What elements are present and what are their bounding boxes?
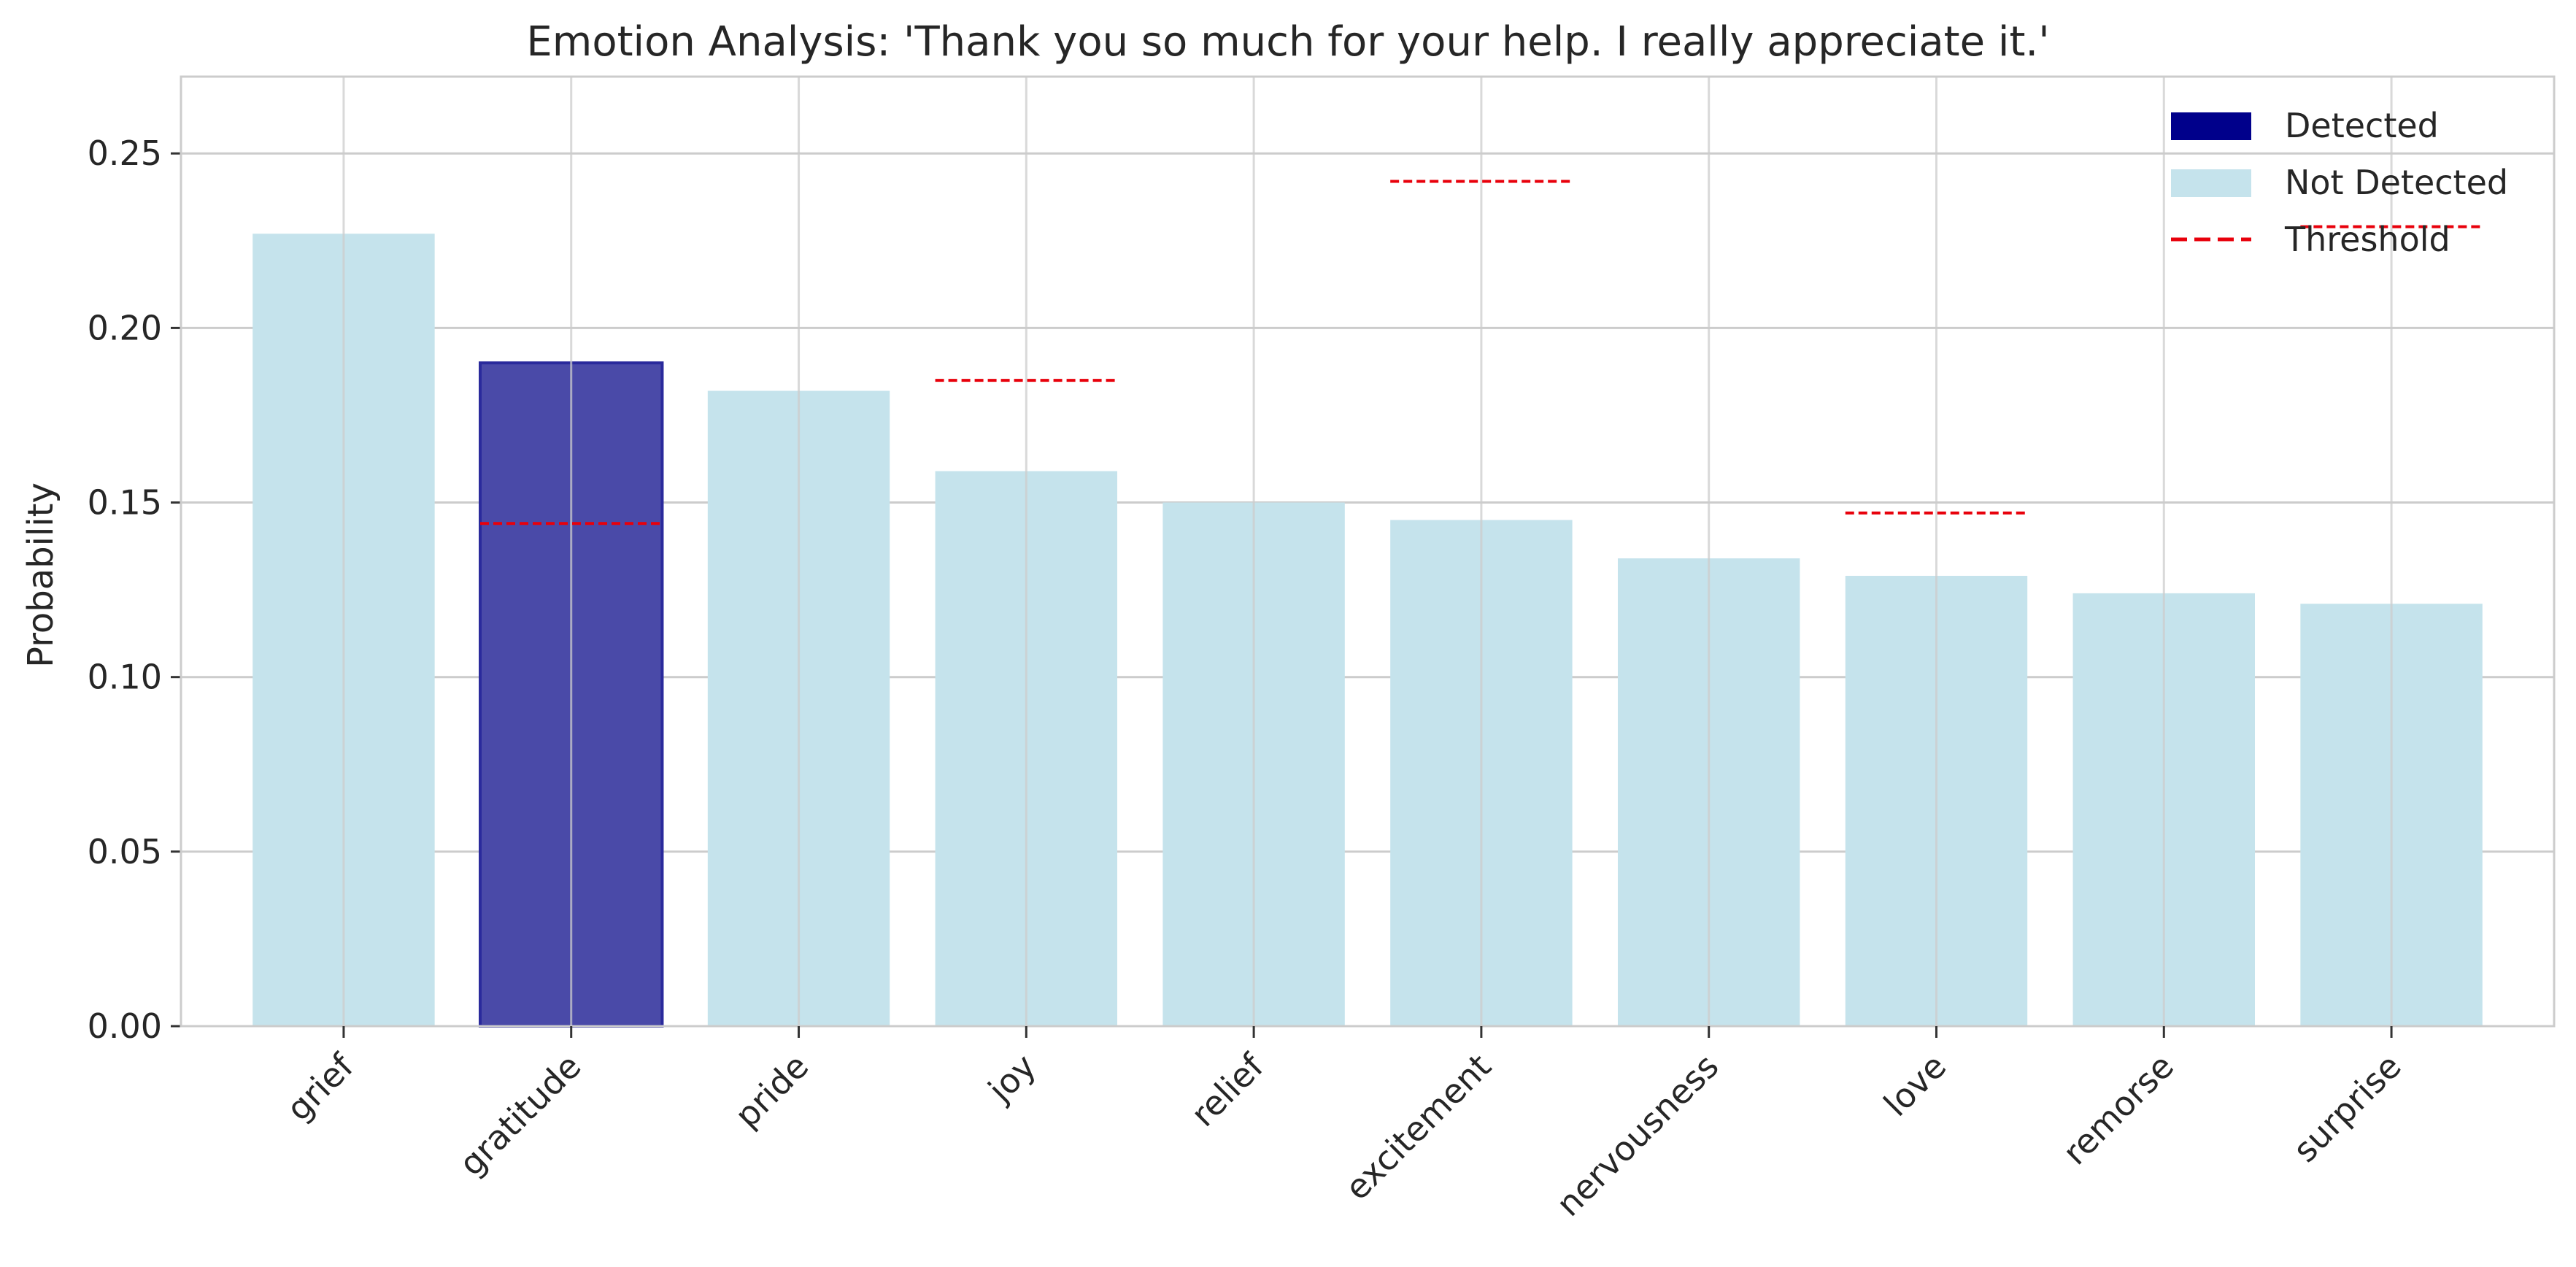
y-tick-label: 0.25	[88, 134, 162, 173]
y-tick-label: 0.20	[88, 308, 162, 347]
legend: Detected Not Detected Threshold	[2171, 106, 2508, 259]
x-tick-label-surprise: surprise	[2286, 1047, 2409, 1170]
x-tick-label-love: love	[1876, 1047, 1954, 1124]
x-tick-label-gratitude: gratitude	[452, 1047, 589, 1184]
x-tick-label-pride: pride	[727, 1047, 816, 1136]
x-tick-label-remorse: remorse	[2055, 1047, 2181, 1173]
y-tick-label: 0.15	[88, 483, 162, 523]
y-axis-label: Probability	[20, 482, 61, 668]
x-tick-label-nervousness: nervousness	[1549, 1047, 1726, 1224]
threshold-layer	[480, 180, 2483, 525]
x-tick-label-relief: relief	[1183, 1045, 1272, 1134]
legend-swatch	[2171, 169, 2251, 197]
x-tick-label-grief: grief	[279, 1045, 362, 1128]
plot-frame	[180, 75, 2556, 1028]
legend-label: Threshold	[2284, 220, 2450, 259]
y-tick-label: 0.05	[88, 832, 162, 871]
x-tick-label-joy: joy	[980, 1047, 1044, 1110]
y-tick-label: 0.00	[88, 1006, 162, 1046]
bars-layer	[252, 234, 2483, 1028]
legend-swatch	[2171, 112, 2251, 140]
chart-title: Emotion Analysis: 'Thank you so much for…	[526, 18, 2049, 66]
legend-label: Not Detected	[2285, 163, 2508, 202]
y-tick-label: 0.10	[88, 658, 162, 697]
x-tick-label-excitement: excitement	[1338, 1047, 1499, 1208]
legend-label: Detected	[2285, 106, 2439, 145]
